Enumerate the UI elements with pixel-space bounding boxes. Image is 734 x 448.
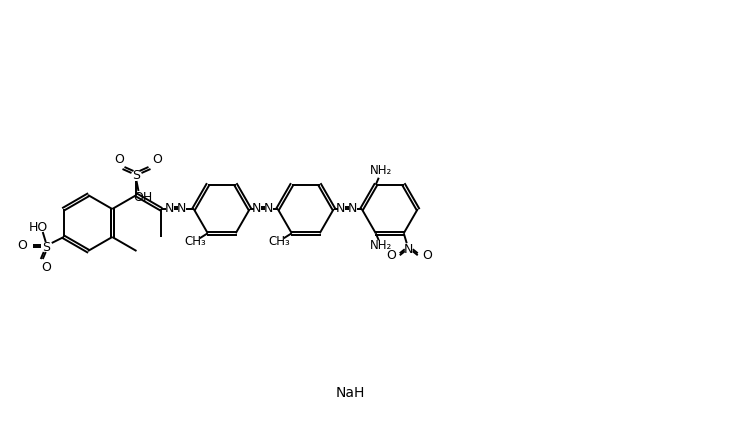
Text: S: S xyxy=(42,241,50,254)
Text: N: N xyxy=(252,202,261,215)
Text: N: N xyxy=(264,202,274,215)
Text: N: N xyxy=(336,202,346,215)
Text: N: N xyxy=(404,243,413,256)
Text: O: O xyxy=(386,249,396,262)
Text: HO: HO xyxy=(29,220,48,233)
Text: S: S xyxy=(133,168,140,181)
Text: CH₃: CH₃ xyxy=(185,235,207,248)
Text: O: O xyxy=(41,260,51,273)
Text: OH: OH xyxy=(133,190,152,203)
Text: N: N xyxy=(348,202,357,215)
Text: NaH: NaH xyxy=(335,386,365,400)
Text: O: O xyxy=(153,152,162,165)
Text: O: O xyxy=(17,238,26,251)
Text: CH₃: CH₃ xyxy=(269,235,291,248)
Text: O: O xyxy=(115,152,125,165)
Text: N: N xyxy=(177,202,186,215)
Text: N: N xyxy=(165,202,175,215)
Text: O: O xyxy=(422,249,432,262)
Text: NH₂: NH₂ xyxy=(370,239,392,252)
Text: NH₂: NH₂ xyxy=(370,164,392,177)
